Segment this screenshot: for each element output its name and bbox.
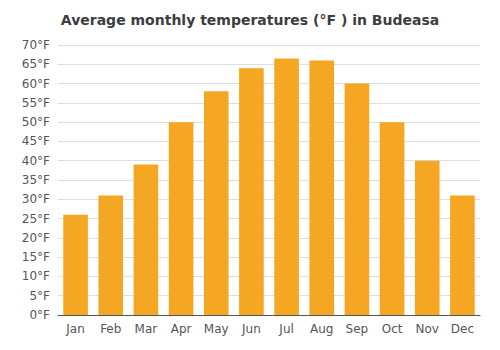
svg-text:40°F: 40°F: [22, 154, 50, 168]
svg-text:Jul: Jul: [278, 322, 293, 336]
svg-text:Jan: Jan: [65, 322, 85, 336]
svg-text:Mar: Mar: [135, 322, 158, 336]
svg-text:5°F: 5°F: [29, 289, 50, 303]
svg-text:65°F: 65°F: [22, 57, 50, 71]
svg-text:35°F: 35°F: [22, 173, 50, 187]
svg-text:May: May: [204, 322, 229, 336]
svg-text:45°F: 45°F: [22, 134, 50, 148]
svg-text:25°F: 25°F: [22, 212, 50, 226]
svg-text:50°F: 50°F: [22, 115, 50, 129]
svg-text:15°F: 15°F: [22, 250, 50, 264]
svg-text:Oct: Oct: [382, 322, 403, 336]
svg-text:Dec: Dec: [451, 322, 474, 336]
svg-text:0°F: 0°F: [29, 308, 50, 322]
svg-text:10°F: 10°F: [22, 269, 50, 283]
svg-text:Nov: Nov: [416, 322, 439, 336]
svg-text:Average monthly temperatures (: Average monthly temperatures (°F ) in Bu…: [61, 12, 439, 28]
svg-text:Aug: Aug: [310, 322, 333, 336]
svg-text:55°F: 55°F: [22, 96, 50, 110]
svg-text:Jun: Jun: [241, 322, 261, 336]
svg-text:60°F: 60°F: [22, 77, 50, 91]
svg-text:30°F: 30°F: [22, 192, 50, 206]
svg-text:Feb: Feb: [100, 322, 121, 336]
svg-text:70°F: 70°F: [22, 38, 50, 52]
svg-text:Apr: Apr: [171, 322, 192, 336]
svg-text:Sep: Sep: [346, 322, 369, 336]
svg-text:20°F: 20°F: [22, 231, 50, 245]
